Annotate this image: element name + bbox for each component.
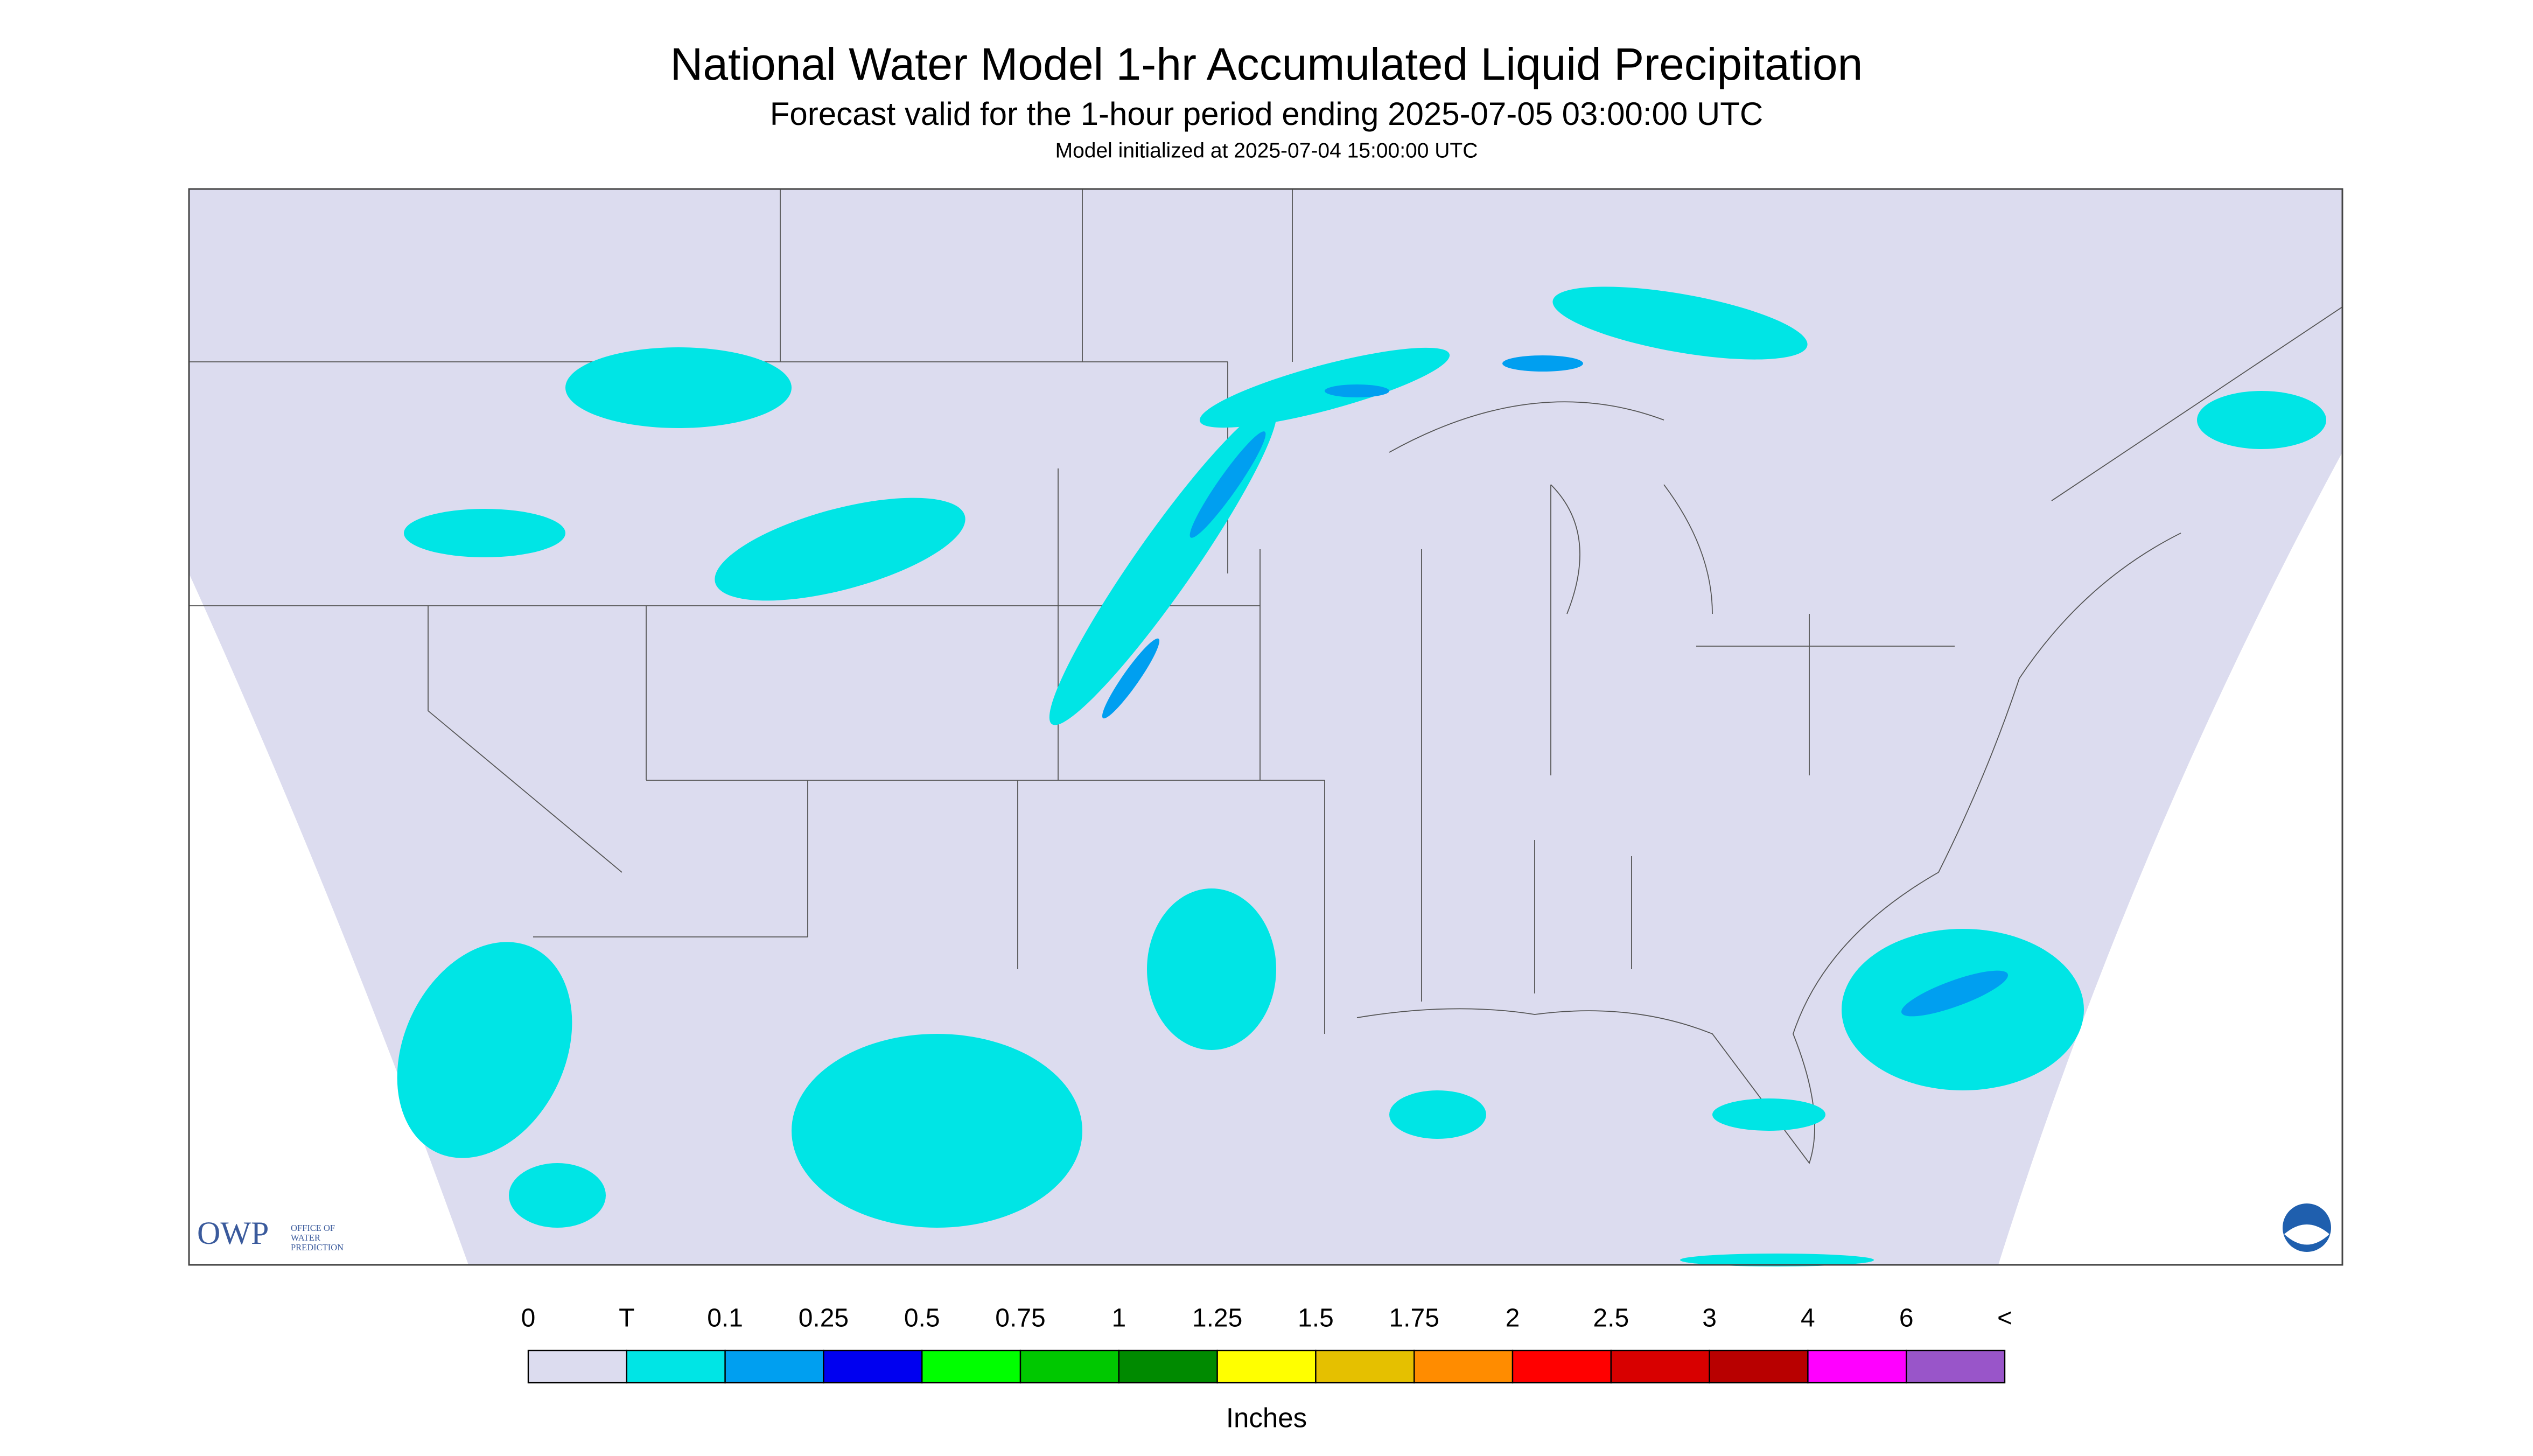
legend-label: 3: [1702, 1304, 1717, 1333]
logo-subtext-line: WATER: [291, 1233, 320, 1243]
legend-swatch: [626, 1349, 726, 1384]
legend-label: 6: [1899, 1304, 1914, 1333]
legend-label: 0.1: [707, 1304, 743, 1333]
legend-label: 2.5: [1593, 1304, 1629, 1333]
legend-swatch: [1019, 1349, 1120, 1384]
legend: 0 T 0.1 0.25 0.5 0.75 1 1.25 1.5 1.75 2 2.5 3 4 6 <: [521, 1304, 2012, 1384]
logo-subtext-line: OFFICE OF: [291, 1223, 335, 1233]
legend-swatch: [527, 1349, 628, 1384]
legend-label: 0.5: [904, 1304, 940, 1333]
logo-subtext-line: PREDICTION: [291, 1242, 344, 1252]
legend-swatch: [1414, 1349, 1514, 1384]
precip-light: [1102, 355, 2009, 1017]
noaa-logo-wave: [2284, 1224, 2329, 1245]
legend-swatch: [724, 1349, 824, 1384]
legend-swatch: [1216, 1349, 1317, 1384]
map-frame: [188, 188, 2343, 1266]
legend-label: <: [1997, 1304, 2012, 1333]
legend-swatch: [1905, 1349, 2006, 1384]
legend-label: T: [619, 1304, 634, 1333]
legend-label: 1: [1111, 1304, 1126, 1333]
legend-label: 1.25: [1192, 1304, 1242, 1333]
legend-swatch: [1512, 1349, 1612, 1384]
logo-text: OWP: [197, 1215, 269, 1251]
legend-label: 1.75: [1389, 1304, 1439, 1333]
legend-label: 0: [521, 1304, 536, 1333]
subtitle: Forecast valid for the 1-hour period end…: [770, 96, 1763, 132]
legend-label: 4: [1801, 1304, 1815, 1333]
legend-label: 2: [1506, 1304, 1520, 1333]
legend-swatch: [1315, 1349, 1415, 1384]
legend-swatch: [1709, 1349, 1809, 1384]
model-init: Model initialized at 2025-07-04 15:00:00…: [1055, 139, 1478, 162]
title: National Water Model 1-hr Accumulated Li…: [670, 39, 1863, 89]
legend-label: 0.25: [799, 1304, 849, 1333]
state-borders: [189, 189, 2343, 1164]
legend-label: 1.5: [1298, 1304, 1334, 1333]
legend-label: 0.75: [995, 1304, 1045, 1333]
legend-swatch: [1807, 1349, 1907, 1384]
legend-swatch: [1118, 1349, 1218, 1384]
legend-unit: Inches: [1226, 1402, 1307, 1433]
legend-swatch: [921, 1349, 1021, 1384]
legend-swatch: [1610, 1349, 1710, 1384]
map-mask-right: [1998, 452, 2342, 1265]
legend-swatch: [823, 1349, 923, 1384]
